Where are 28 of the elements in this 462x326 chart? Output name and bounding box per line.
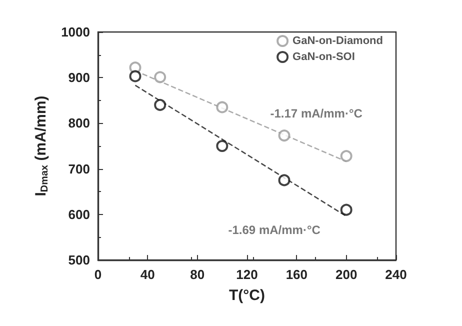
- point: [340, 150, 352, 162]
- x-tick-label: 40: [140, 267, 155, 282]
- point: [154, 71, 166, 84]
- x-tick-label: 0: [94, 267, 102, 282]
- point: [129, 70, 142, 82]
- y-tick-label: 1000: [61, 24, 90, 40]
- point: [340, 204, 352, 216]
- annotation: -1.17 mA/mm·°C: [270, 106, 363, 121]
- point: [216, 101, 228, 114]
- x-tick-label: 160: [286, 267, 308, 282]
- y-tick-label: 500: [68, 252, 90, 268]
- x-axis-title: T(°C): [229, 287, 265, 304]
- x-tick-label: 80: [190, 267, 205, 282]
- y-tick-label: 900: [68, 70, 90, 86]
- legend-label: GaN-on-Diamond: [292, 35, 384, 47]
- point: [216, 140, 228, 152]
- y-tick-label: 600: [68, 206, 90, 222]
- x-tick-label: 240: [385, 267, 407, 282]
- legend-label: GaN-on-SOI: [292, 51, 355, 63]
- point: [154, 98, 166, 111]
- x-tick-label: 200: [335, 267, 358, 282]
- y-axis-title: IDmax (mA/mm): [32, 96, 51, 196]
- annotation: -1.69 mA/mm·°C: [228, 223, 321, 238]
- point: [278, 174, 290, 186]
- x-tick-label: 120: [236, 267, 258, 282]
- y-tick-label: 700: [68, 161, 90, 176]
- point: [278, 130, 290, 142]
- y-tick-label: 800: [68, 116, 90, 131]
